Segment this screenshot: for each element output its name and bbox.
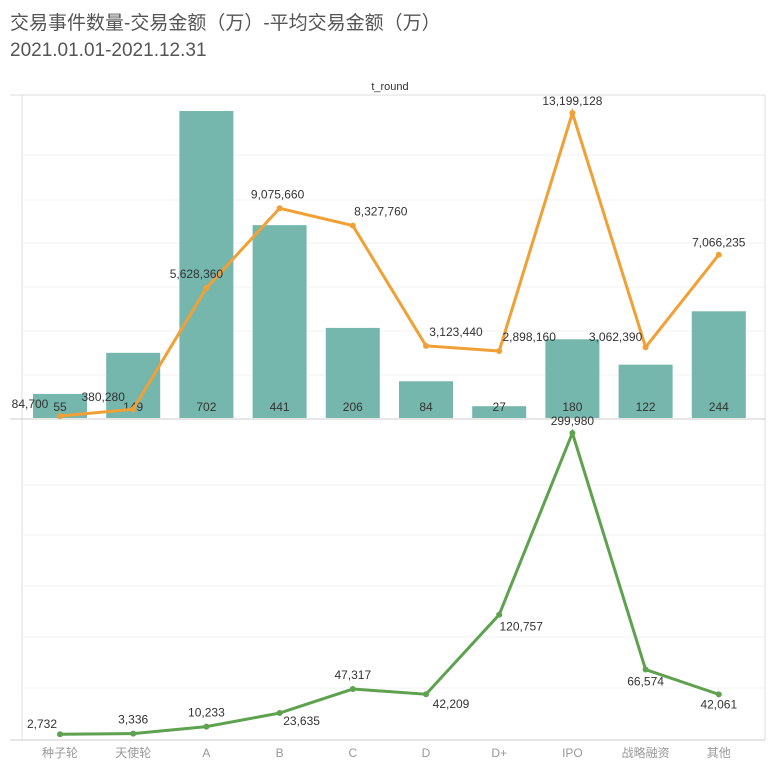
x-axis-title: t_round <box>371 81 408 93</box>
x-tick-label: 其他 <box>707 746 731 760</box>
avg-label: 299,980 <box>551 414 595 428</box>
x-tick-label: IPO <box>562 746 583 760</box>
amount-label: 9,075,660 <box>251 187 305 201</box>
chart-subtitle: 2021.01.01-2021.12.31 <box>10 40 207 61</box>
avg-point <box>130 730 137 737</box>
avg-point <box>349 686 356 693</box>
amount-point <box>130 406 137 413</box>
bar <box>618 364 673 418</box>
bar-label: 122 <box>636 400 656 414</box>
x-tick-label: 战略融资 <box>622 745 670 760</box>
avg-label: 42,209 <box>433 697 470 711</box>
bar-label: 702 <box>196 400 216 414</box>
bar <box>545 339 600 418</box>
avg-point <box>276 710 283 717</box>
bar-label: 84 <box>419 400 433 414</box>
amount-point <box>57 413 63 420</box>
avg-label: 120,757 <box>500 620 544 634</box>
amount-point <box>276 205 283 212</box>
avg-label: 42,061 <box>700 697 737 711</box>
bar-label: 206 <box>343 400 363 414</box>
chart-title: 交易事件数量-交易金额（万）-平均交易金额（万） <box>10 13 441 34</box>
amount-point <box>203 284 210 291</box>
x-tick-label: 种子轮 <box>42 746 78 760</box>
avg-point <box>496 611 503 618</box>
bar <box>325 327 380 418</box>
x-tick-label: C <box>348 746 357 760</box>
x-tick-label: B <box>276 746 284 760</box>
amount-point <box>642 344 649 351</box>
bar <box>252 225 307 418</box>
amount-point <box>569 110 576 116</box>
avg-point <box>642 666 649 673</box>
bar-label: 244 <box>709 400 729 414</box>
amount-point <box>715 251 722 258</box>
avg-label: 10,233 <box>188 706 225 720</box>
bar <box>472 406 527 418</box>
amount-label: 84,700 <box>12 397 49 411</box>
bar <box>691 311 746 418</box>
amount-label: 3,062,390 <box>589 330 643 344</box>
bar-label: 180 <box>562 400 582 414</box>
x-tick-label: D <box>422 746 431 760</box>
amount-label: 380,280 <box>82 390 126 404</box>
amount-label: 5,628,360 <box>170 267 224 281</box>
amount-point <box>496 348 503 355</box>
amount-point <box>349 222 356 229</box>
avg-line <box>59 428 720 736</box>
amount-label: 2,898,160 <box>503 330 557 344</box>
x-tick-label: A <box>202 746 210 760</box>
amount-point <box>423 342 429 349</box>
bar <box>179 111 234 418</box>
x-tick-label: 天使轮 <box>115 745 151 760</box>
bar-label: 55 <box>53 400 67 414</box>
avg-point <box>423 691 429 698</box>
amount-label: 8,327,760 <box>354 205 408 219</box>
amount-label: 3,123,440 <box>429 325 483 339</box>
avg-point <box>569 430 576 436</box>
bar-label: 27 <box>493 400 507 414</box>
x-tick-label: D+ <box>491 746 507 760</box>
avg-point <box>203 723 210 730</box>
avg-label: 23,635 <box>283 714 320 728</box>
avg-label: 3,336 <box>118 713 148 727</box>
amount-label: 7,066,235 <box>692 236 746 250</box>
amount-line <box>59 107 720 418</box>
avg-label: 2,732 <box>27 717 57 731</box>
avg-point <box>715 691 722 698</box>
avg-label: 47,317 <box>334 668 371 682</box>
bar <box>399 381 453 418</box>
avg-label: 66,574 <box>627 675 664 689</box>
amount-label: 13,199,128 <box>542 94 602 108</box>
avg-point <box>57 731 63 738</box>
bar-label: 441 <box>270 400 290 414</box>
